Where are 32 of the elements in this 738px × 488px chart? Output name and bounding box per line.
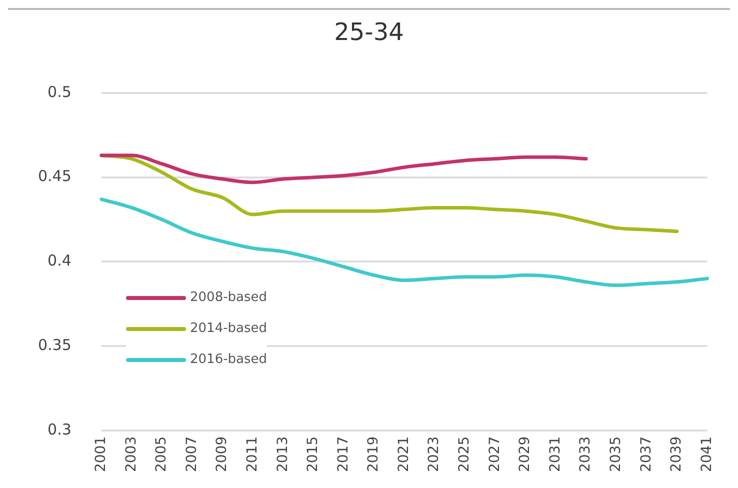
y-tick-label: 0.4 <box>48 252 72 270</box>
y-tick-label: 0.35 <box>38 336 72 354</box>
x-tick-label: 2011 <box>244 436 260 472</box>
x-tick-label: 2025 <box>456 436 473 472</box>
x-tick-label: 2033 <box>578 436 594 472</box>
x-tick-label: 2005 <box>154 436 170 472</box>
x-tick-label: 2007 <box>184 436 200 472</box>
x-tick-label: 2027 <box>486 436 503 472</box>
legend-label: 2014-based <box>190 321 268 336</box>
y-tick-label: 0.3 <box>48 420 72 438</box>
x-tick-label: 2031 <box>547 436 564 472</box>
x-tick-label: 2037 <box>638 436 654 472</box>
x-tick-label: 2039 <box>668 436 685 472</box>
x-tick-label: 2021 <box>396 436 412 472</box>
x-tick-label: 2015 <box>305 436 322 472</box>
legend-label: 2008-based <box>190 290 268 305</box>
y-tick-label: 0.45 <box>38 167 72 186</box>
x-tick-label: 2009 <box>214 436 230 472</box>
line-series <box>100 154 588 184</box>
x-tick-label: 2041 <box>698 436 715 472</box>
x-tick-label: 2017 <box>335 436 352 472</box>
x-tick-label: 2003 <box>123 436 140 472</box>
y-tick-label: 0.5 <box>48 82 72 101</box>
x-tick-label: 2001 <box>93 436 110 472</box>
x-tick-label: 2019 <box>366 436 382 472</box>
legend-label: 2016-based <box>190 352 268 367</box>
x-tick-label: 2029 <box>517 436 534 472</box>
x-tick-label: 2013 <box>274 436 291 472</box>
x-tick-label: 2035 <box>608 436 624 472</box>
line-series <box>100 198 709 288</box>
chart-title: 25-34 <box>8 8 730 54</box>
x-tick-label: 2023 <box>426 436 442 472</box>
